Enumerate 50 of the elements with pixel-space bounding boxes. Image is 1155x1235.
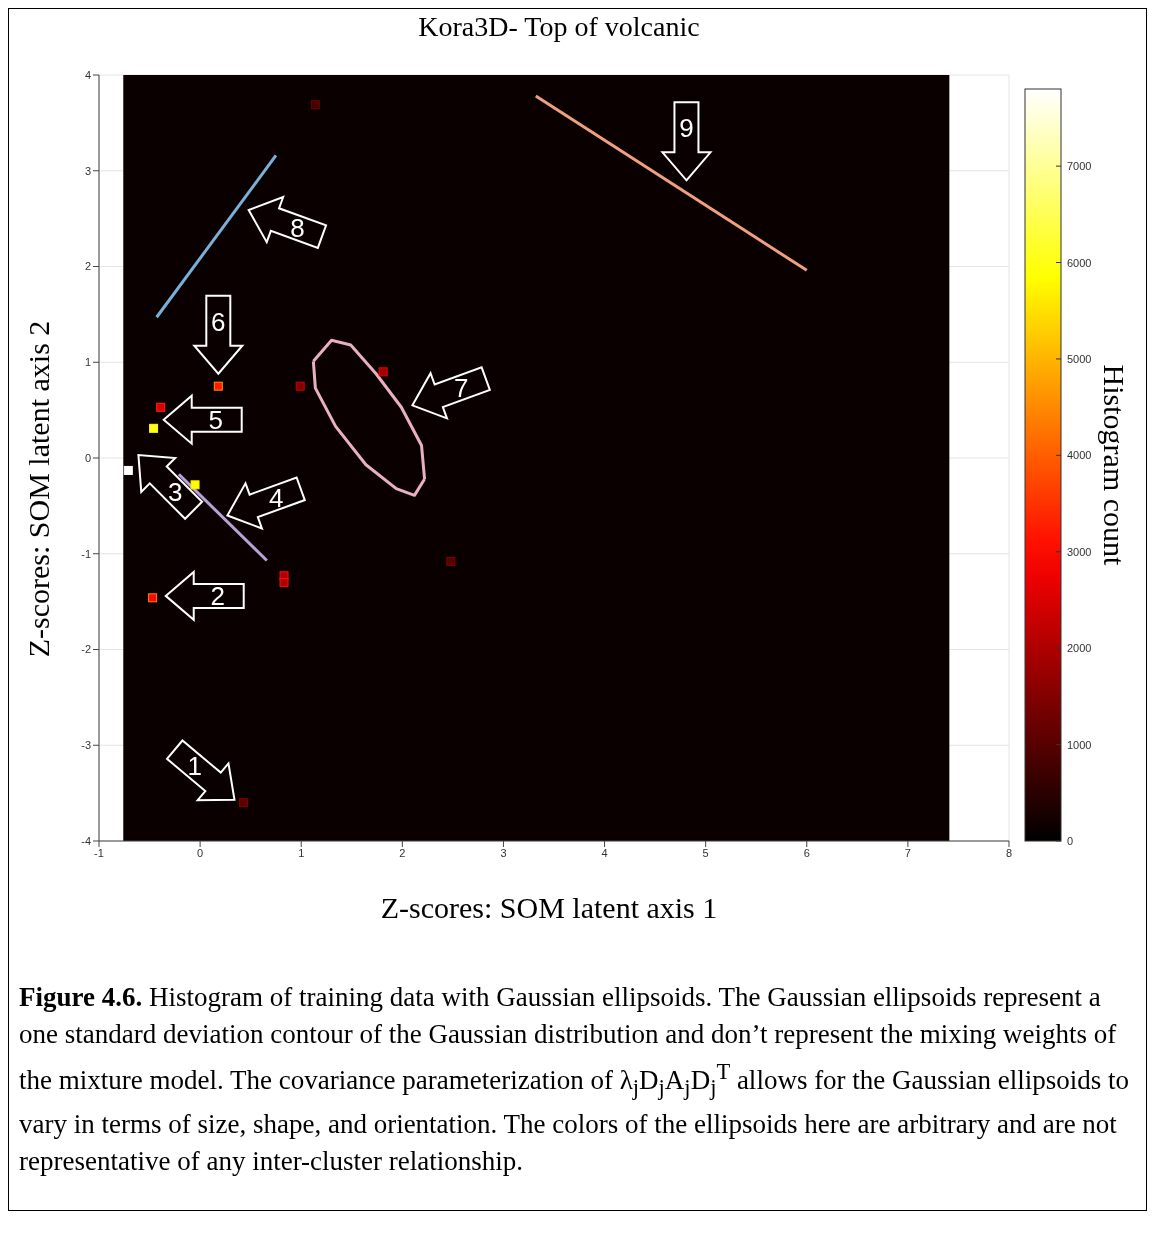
y-tick-label: 2 <box>84 260 91 273</box>
text: Figure 4.6. Histogram of training data with Gaussian ellipsoids. The Gaussian ellipsoids represent a one standard deviation contour of the Gaussian distribution and don’t represent the mixing weights of the mixture model. The covariance parameterization of λ$_{j}$D$_{j}$A$_{j}$D$_{j}$$^{T}$ allows for the Gaussian ellipsoids to vary in terms of size, shape, and orientation. The colors of the ellipsoids here are arbitrary and are not representative of any inter-cluster relationship. <box>19 982 1130 1177</box>
arrow-icon: 8 <box>247 195 328 250</box>
x-tick-label: 7 <box>904 846 911 859</box>
arrow-icon: 1 <box>165 739 236 802</box>
annotation: 9 <box>679 113 694 144</box>
x-tick-label: 2 <box>399 846 406 859</box>
x-tick-label: 1 <box>298 846 305 859</box>
y-tick-label: -1 <box>81 547 91 560</box>
annotation: 8 <box>290 212 305 243</box>
color-bar-label: 6000 <box>1067 256 1092 269</box>
y-axis-title: Z-scores: SOM latent axis 2 <box>22 320 56 658</box>
annotation: 2 <box>210 580 225 611</box>
x-tick-label: 3 <box>500 846 507 859</box>
y-tick-label: 0 <box>84 451 91 464</box>
annotation: 5 <box>208 404 223 435</box>
annotation: 1 <box>187 751 202 782</box>
y-tick-label: -2 <box>81 643 91 656</box>
chart-title: Kora3D- Top of volcanic <box>417 11 701 43</box>
annotation: 3 <box>167 476 183 507</box>
x-tick-label: 0 <box>197 846 204 859</box>
color-bar-label: 1000 <box>1067 738 1092 751</box>
arrow-icon: 5 <box>162 393 243 446</box>
color-bar-label: 5000 <box>1067 352 1092 365</box>
x-tick-label: 6 <box>803 846 810 859</box>
annotation: 6 <box>211 306 226 337</box>
y-tick-label: -3 <box>81 739 91 752</box>
color-bar-label: 2000 <box>1067 642 1092 655</box>
y-tick-label: 1 <box>84 356 91 369</box>
color-bar-label: 4000 <box>1067 449 1092 462</box>
x-tick-label: 8 <box>1005 846 1013 859</box>
arrow-icon: 7 <box>411 366 492 420</box>
x-tick-label: 4 <box>601 846 608 859</box>
color-bar-title: Histogram count <box>1097 364 1131 567</box>
arrow-icon: 2 <box>164 569 245 623</box>
y-tick-label: 3 <box>84 164 91 177</box>
x-tick-label: -1 <box>94 846 104 859</box>
color-bar-label: 3000 <box>1067 545 1092 558</box>
color-bar-label: 0 <box>1067 835 1074 847</box>
y-tick-label: 4 <box>84 68 91 81</box>
color-bar-label: 7000 <box>1067 160 1092 173</box>
arrow-icon: 6 <box>192 294 245 376</box>
arrow-icon: 3 <box>137 454 204 521</box>
x-tick-label: 5 <box>702 846 709 859</box>
annotation: 7 <box>454 372 469 403</box>
arrow-icon: 4 <box>225 476 307 531</box>
annotation: 4 <box>269 482 284 513</box>
arrow-icon: 9 <box>660 101 713 182</box>
y-tick-label: -4 <box>81 834 91 847</box>
x-axis-title: Z-scores: SOM latent axis 1 <box>379 891 719 925</box>
